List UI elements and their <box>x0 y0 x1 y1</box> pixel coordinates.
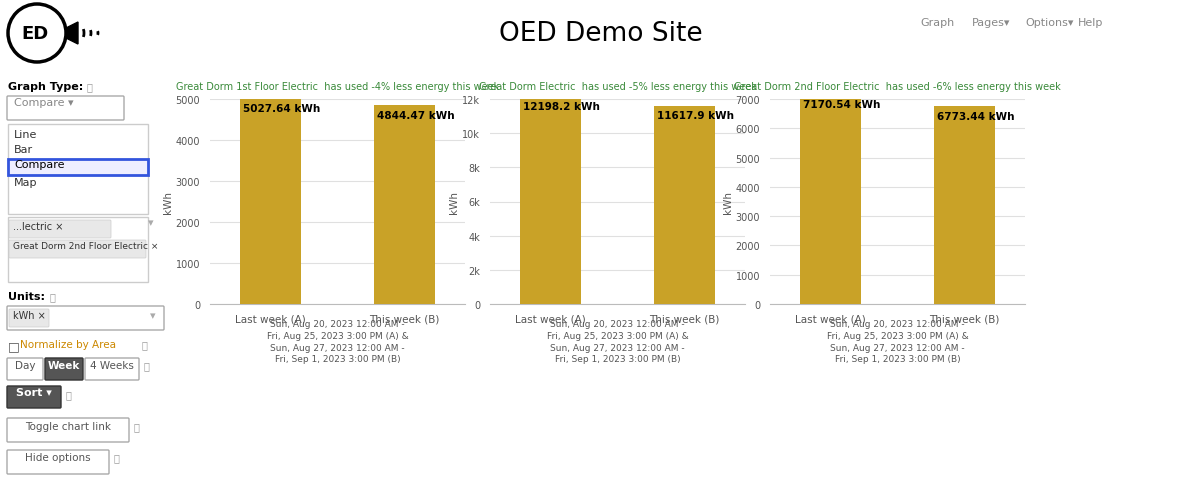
FancyBboxPatch shape <box>7 450 109 474</box>
Text: Map: Map <box>14 178 37 187</box>
Text: Great Dorm Electric  has used -5% less energy this week: Great Dorm Electric has used -5% less en… <box>478 82 757 92</box>
FancyBboxPatch shape <box>7 306 165 330</box>
FancyBboxPatch shape <box>8 241 147 259</box>
Bar <box>800 95 861 305</box>
Text: Options▾: Options▾ <box>1024 18 1074 28</box>
Text: ❓: ❓ <box>114 452 120 462</box>
Y-axis label: kWh: kWh <box>723 191 733 214</box>
Text: Pages▾: Pages▾ <box>972 18 1010 28</box>
Text: 5027.64 kWh: 5027.64 kWh <box>243 104 321 114</box>
Text: Graph: Graph <box>920 18 955 28</box>
FancyBboxPatch shape <box>8 309 49 327</box>
FancyBboxPatch shape <box>7 358 43 380</box>
Text: 4 Weeks: 4 Weeks <box>90 360 135 370</box>
Text: ❓: ❓ <box>66 389 72 399</box>
FancyBboxPatch shape <box>7 418 129 442</box>
Bar <box>655 106 715 305</box>
Text: ED: ED <box>22 25 48 43</box>
FancyBboxPatch shape <box>8 125 148 215</box>
Text: Hide options: Hide options <box>25 452 91 462</box>
Bar <box>520 97 580 305</box>
Y-axis label: kWh: kWh <box>163 191 173 214</box>
Text: OED Demo Site: OED Demo Site <box>498 21 703 47</box>
Text: Great Dorm 1st Floor Electric  has used -4% less energy this week: Great Dorm 1st Floor Electric has used -… <box>175 82 500 92</box>
Text: kWh ×: kWh × <box>13 310 46 320</box>
FancyBboxPatch shape <box>7 97 124 121</box>
FancyBboxPatch shape <box>8 218 148 283</box>
Text: 6773.44 kWh: 6773.44 kWh <box>937 111 1015 122</box>
Bar <box>934 106 994 305</box>
Text: ❓: ❓ <box>86 82 92 92</box>
Text: Day: Day <box>14 360 35 370</box>
Text: Help: Help <box>1078 18 1104 28</box>
FancyBboxPatch shape <box>7 386 61 408</box>
Text: ❓: ❓ <box>142 339 148 349</box>
Text: ▾: ▾ <box>150 310 156 320</box>
Text: Normalize by Area: Normalize by Area <box>20 339 116 349</box>
FancyBboxPatch shape <box>85 358 139 380</box>
Text: Units:: Units: <box>8 291 44 302</box>
Y-axis label: kWh: kWh <box>449 191 460 214</box>
FancyBboxPatch shape <box>8 160 148 176</box>
Text: Sun, Aug 20, 2023 12:00 AM -
Fri, Aug 25, 2023 3:00 PM (A) &
Sun, Aug 27, 2023 1: Sun, Aug 20, 2023 12:00 AM - Fri, Aug 25… <box>267 319 408 364</box>
Text: ...lectric ×: ...lectric × <box>13 222 64 231</box>
Text: Sort ▾: Sort ▾ <box>16 387 52 397</box>
Text: Great Dorm 2nd Floor Electric ×: Great Dorm 2nd Floor Electric × <box>13 242 159 250</box>
Text: ▾: ▾ <box>148 218 154 227</box>
Polygon shape <box>66 23 78 45</box>
Text: Great Dorm 2nd Floor Electric  has used -6% less energy this week: Great Dorm 2nd Floor Electric has used -… <box>734 82 1060 92</box>
FancyBboxPatch shape <box>44 358 83 380</box>
Text: 11617.9 kWh: 11617.9 kWh <box>657 111 734 121</box>
Text: Sun, Aug 20, 2023 12:00 AM -
Fri, Aug 25, 2023 3:00 PM (A) &
Sun, Aug 27, 2023 1: Sun, Aug 20, 2023 12:00 AM - Fri, Aug 25… <box>546 319 688 364</box>
FancyBboxPatch shape <box>8 221 110 239</box>
Text: 4844.47 kWh: 4844.47 kWh <box>377 111 455 121</box>
Text: 12198.2 kWh: 12198.2 kWh <box>522 102 599 112</box>
Text: Toggle chart link: Toggle chart link <box>25 421 110 431</box>
Text: □: □ <box>8 339 19 352</box>
Bar <box>240 99 300 305</box>
Text: Sun, Aug 20, 2023 12:00 AM -
Fri, Aug 25, 2023 3:00 PM (A) &
Sun, Aug 27, 2023 1: Sun, Aug 20, 2023 12:00 AM - Fri, Aug 25… <box>826 319 968 364</box>
Text: Bar: Bar <box>14 145 34 155</box>
Text: ❓: ❓ <box>135 421 139 431</box>
Text: Graph Type:: Graph Type: <box>8 82 83 92</box>
Bar <box>375 106 435 305</box>
Text: Compare: Compare <box>14 160 65 170</box>
Text: ❓: ❓ <box>144 360 150 370</box>
Text: Line: Line <box>14 130 37 140</box>
Text: ❓: ❓ <box>50 291 56 302</box>
Text: Week: Week <box>48 360 80 370</box>
Text: 7170.54 kWh: 7170.54 kWh <box>803 100 880 110</box>
Text: Compare ▾: Compare ▾ <box>14 98 73 108</box>
